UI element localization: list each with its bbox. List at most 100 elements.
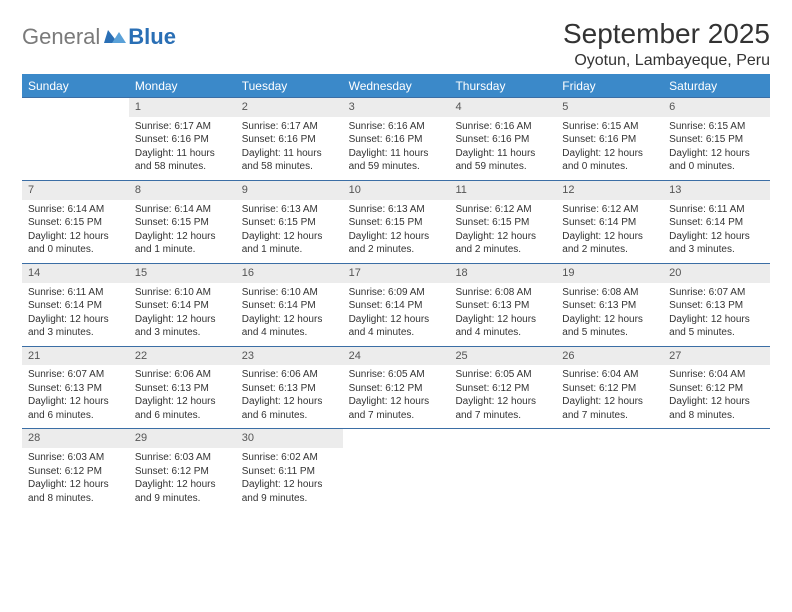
daylight-text: Daylight: 12 hours and 9 minutes. (242, 478, 337, 505)
daylight-text: Daylight: 12 hours and 7 minutes. (562, 395, 657, 422)
day-body: Sunrise: 6:06 AMSunset: 6:13 PMDaylight:… (236, 365, 343, 428)
day-cell: 14Sunrise: 6:11 AMSunset: 6:14 PMDayligh… (22, 264, 129, 346)
day-cell (663, 429, 770, 511)
day-cell: 2Sunrise: 6:17 AMSunset: 6:16 PMDaylight… (236, 98, 343, 180)
sunrise-text: Sunrise: 6:04 AM (562, 368, 657, 382)
sunrise-text: Sunrise: 6:15 AM (669, 120, 764, 134)
day-number: 26 (556, 347, 663, 366)
sunrise-text: Sunrise: 6:06 AM (242, 368, 337, 382)
day-body: Sunrise: 6:12 AMSunset: 6:15 PMDaylight:… (449, 200, 556, 263)
day-cell: 3Sunrise: 6:16 AMSunset: 6:16 PMDaylight… (343, 98, 450, 180)
daylight-text: Daylight: 12 hours and 2 minutes. (562, 230, 657, 257)
logo-text-blue: Blue (128, 24, 176, 50)
week-row: 28Sunrise: 6:03 AMSunset: 6:12 PMDayligh… (22, 428, 770, 511)
day-cell: 6Sunrise: 6:15 AMSunset: 6:15 PMDaylight… (663, 98, 770, 180)
day-body: Sunrise: 6:02 AMSunset: 6:11 PMDaylight:… (236, 448, 343, 511)
day-cell (449, 429, 556, 511)
daylight-text: Daylight: 12 hours and 4 minutes. (455, 313, 550, 340)
month-title: September 2025 (563, 18, 770, 50)
day-body: Sunrise: 6:06 AMSunset: 6:13 PMDaylight:… (129, 365, 236, 428)
sunrise-text: Sunrise: 6:05 AM (455, 368, 550, 382)
sunset-text: Sunset: 6:11 PM (242, 465, 337, 479)
sunset-text: Sunset: 6:14 PM (135, 299, 230, 313)
day-cell: 27Sunrise: 6:04 AMSunset: 6:12 PMDayligh… (663, 347, 770, 429)
daylight-text: Daylight: 12 hours and 2 minutes. (455, 230, 550, 257)
daylight-text: Daylight: 12 hours and 2 minutes. (349, 230, 444, 257)
sunset-text: Sunset: 6:14 PM (349, 299, 444, 313)
day-body: Sunrise: 6:08 AMSunset: 6:13 PMDaylight:… (449, 283, 556, 346)
day-number: 19 (556, 264, 663, 283)
day-number: 4 (449, 98, 556, 117)
day-cell: 16 Sunrise: 6:10 AMSunset: 6:14 PMDayligh… (236, 264, 343, 346)
daylight-text: Daylight: 12 hours and 0 minutes. (669, 147, 764, 174)
sunset-text: Sunset: 6:12 PM (455, 382, 550, 396)
sunset-text: Sunset: 6:15 PM (135, 216, 230, 230)
day-cell: 13Sunrise: 6:11 AMSunset: 6:14 PMDayligh… (663, 181, 770, 263)
day-body: Sunrise: 6:05 AMSunset: 6:12 PMDaylight:… (449, 365, 556, 428)
day-header: Monday (129, 75, 236, 97)
daylight-text: Daylight: 12 hours and 6 minutes. (135, 395, 230, 422)
day-number: 6 (663, 98, 770, 117)
sunrise-text: Sunrise: 6:10 AM (242, 286, 337, 300)
day-number: 22 (129, 347, 236, 366)
day-number: 20 (663, 264, 770, 283)
sunset-text: Sunset: 6:12 PM (669, 382, 764, 396)
sunrise-text: Sunrise: 6:10 AM (135, 286, 230, 300)
day-cell: 20Sunrise: 6:07 AMSunset: 6:13 PMDayligh… (663, 264, 770, 346)
day-header: Sunday (22, 75, 129, 97)
sunrise-text: Sunrise: 6:08 AM (562, 286, 657, 300)
day-cell: 15Sunrise: 6:10 AMSunset: 6:14 PMDayligh… (129, 264, 236, 346)
sunrise-text: Sunrise: 6:07 AM (669, 286, 764, 300)
day-body: Sunrise: 6:15 AMSunset: 6:15 PMDaylight:… (663, 117, 770, 180)
day-cell: 12Sunrise: 6:12 AMSunset: 6:14 PMDayligh… (556, 181, 663, 263)
day-number: 11 (449, 181, 556, 200)
sunset-text: Sunset: 6:14 PM (242, 299, 337, 313)
day-body: Sunrise: 6:14 AMSunset: 6:15 PMDaylight:… (129, 200, 236, 263)
day-number: 8 (129, 181, 236, 200)
header: General Blue September 2025 Oyotun, Lamb… (22, 18, 770, 70)
day-header: Wednesday (343, 75, 450, 97)
day-cell: 30Sunrise: 6:02 AMSunset: 6:11 PMDayligh… (236, 429, 343, 511)
daylight-text: Daylight: 12 hours and 4 minutes. (242, 313, 337, 340)
day-number: 16 (236, 264, 343, 283)
daylight-text: Daylight: 11 hours and 58 minutes. (135, 147, 230, 174)
day-body: Sunrise: 6:03 AMSunset: 6:12 PMDaylight:… (22, 448, 129, 511)
logo: General Blue (22, 24, 176, 50)
sunrise-text: Sunrise: 6:08 AM (455, 286, 550, 300)
sunrise-text: Sunrise: 6:02 AM (242, 451, 337, 465)
sunrise-text: Sunrise: 6:13 AM (349, 203, 444, 217)
sunset-text: Sunset: 6:16 PM (455, 133, 550, 147)
daylight-text: Daylight: 12 hours and 4 minutes. (349, 313, 444, 340)
sunset-text: Sunset: 6:13 PM (669, 299, 764, 313)
day-cell: 19Sunrise: 6:08 AMSunset: 6:13 PMDayligh… (556, 264, 663, 346)
logo-text-gray: General (22, 24, 100, 50)
week-row: 21Sunrise: 6:07 AMSunset: 6:13 PMDayligh… (22, 346, 770, 429)
sunrise-text: Sunrise: 6:11 AM (669, 203, 764, 217)
day-cell: 5Sunrise: 6:15 AMSunset: 6:16 PMDaylight… (556, 98, 663, 180)
daylight-text: Daylight: 12 hours and 1 minute. (242, 230, 337, 257)
sunset-text: Sunset: 6:12 PM (28, 465, 123, 479)
daylight-text: Daylight: 12 hours and 7 minutes. (455, 395, 550, 422)
day-header: Friday (556, 75, 663, 97)
day-cell: 1Sunrise: 6:17 AMSunset: 6:16 PMDaylight… (129, 98, 236, 180)
day-body: Sunrise: 6:08 AMSunset: 6:13 PMDaylight:… (556, 283, 663, 346)
day-header: Saturday (663, 75, 770, 97)
sunset-text: Sunset: 6:16 PM (242, 133, 337, 147)
day-number: 30 (236, 429, 343, 448)
day-number: 18 (449, 264, 556, 283)
daylight-text: Daylight: 11 hours and 59 minutes. (455, 147, 550, 174)
sunrise-text: Sunrise: 6:13 AM (242, 203, 337, 217)
sunset-text: Sunset: 6:14 PM (562, 216, 657, 230)
day-number: 2 (236, 98, 343, 117)
daylight-text: Daylight: 12 hours and 3 minutes. (28, 313, 123, 340)
day-number: 5 (556, 98, 663, 117)
day-cell (22, 98, 129, 180)
day-number: 14 (22, 264, 129, 283)
day-header: Thursday (449, 75, 556, 97)
sunrise-text: Sunrise: 6:17 AM (242, 120, 337, 134)
daylight-text: Daylight: 12 hours and 3 minutes. (135, 313, 230, 340)
day-number: 3 (343, 98, 450, 117)
day-cell: 8Sunrise: 6:14 AMSunset: 6:15 PMDaylight… (129, 181, 236, 263)
day-cell: 29Sunrise: 6:03 AMSunset: 6:12 PMDayligh… (129, 429, 236, 511)
day-body: Sunrise: 6:15 AMSunset: 6:16 PMDaylight:… (556, 117, 663, 180)
